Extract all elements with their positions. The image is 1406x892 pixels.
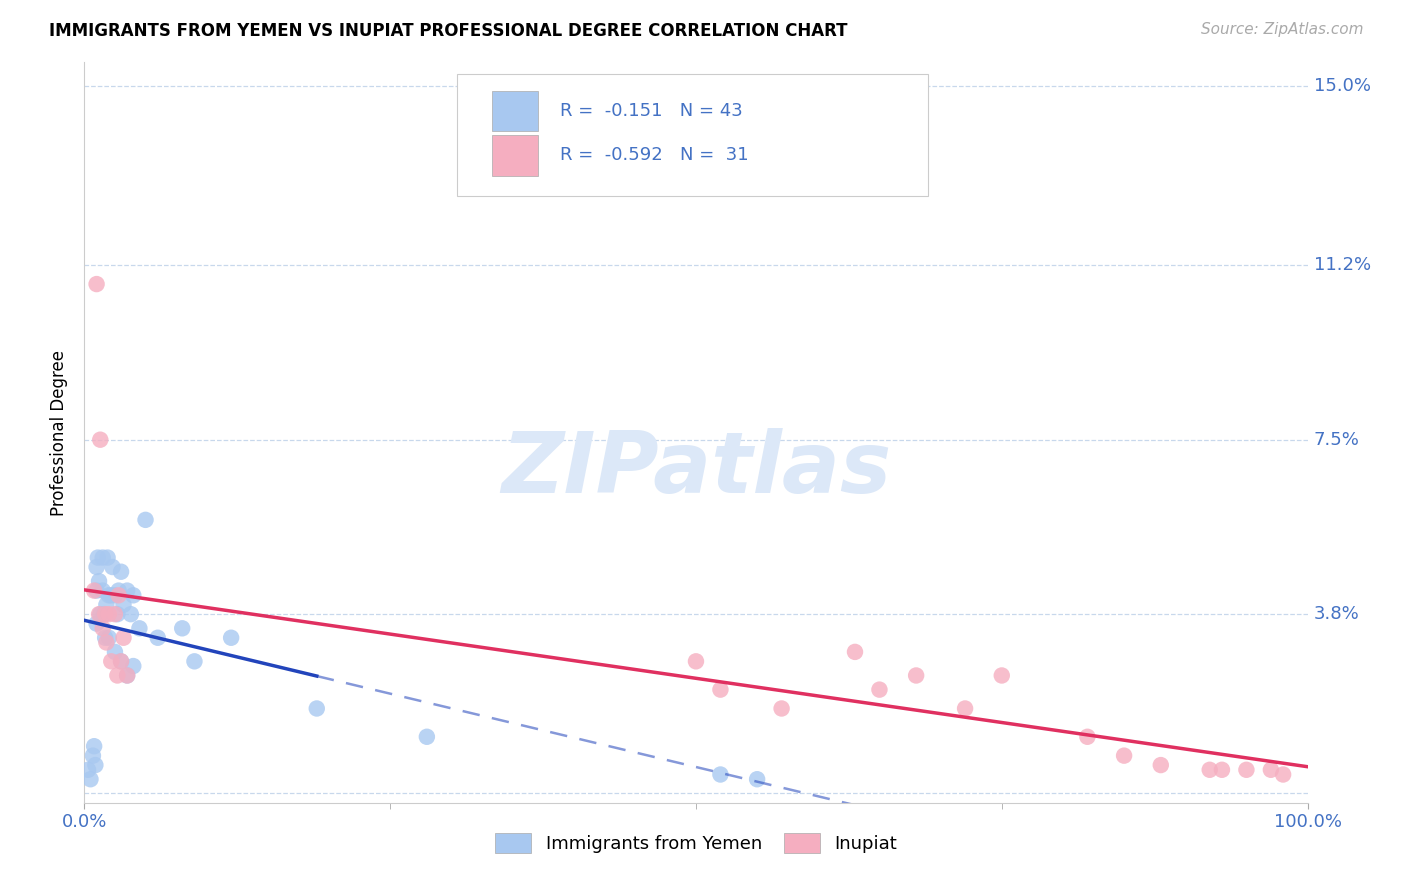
Point — [104, 588, 127, 602]
Point — [1236, 763, 1258, 777]
Point — [94, 607, 117, 622]
Point — [115, 668, 138, 682]
Text: 3.8%: 3.8% — [1313, 605, 1360, 624]
Point — [91, 550, 114, 565]
Point — [86, 560, 108, 574]
Point — [709, 682, 731, 697]
Point — [110, 654, 132, 668]
Point — [219, 631, 242, 645]
Point — [87, 550, 110, 565]
Point — [104, 607, 127, 622]
Point — [122, 588, 145, 602]
Point — [953, 701, 976, 715]
Point — [96, 635, 118, 649]
Text: R =  -0.592   N =  31: R = -0.592 N = 31 — [560, 146, 749, 164]
Point — [104, 645, 127, 659]
Point — [1076, 730, 1098, 744]
Point — [96, 598, 118, 612]
FancyBboxPatch shape — [492, 91, 538, 131]
Legend: Immigrants from Yemen, Inupiat: Immigrants from Yemen, Inupiat — [488, 826, 904, 861]
Point — [1198, 763, 1220, 777]
Point — [305, 701, 328, 715]
Point — [107, 588, 129, 602]
Point — [115, 583, 138, 598]
FancyBboxPatch shape — [492, 135, 538, 176]
Text: Source: ZipAtlas.com: Source: ZipAtlas.com — [1201, 22, 1364, 37]
Point — [120, 607, 142, 622]
Point — [770, 701, 793, 715]
Point — [128, 621, 150, 635]
Text: IMMIGRANTS FROM YEMEN VS INUPIAT PROFESSIONAL DEGREE CORRELATION CHART: IMMIGRANTS FROM YEMEN VS INUPIAT PROFESS… — [49, 22, 848, 40]
Point — [122, 659, 145, 673]
Point — [100, 654, 122, 668]
Point — [101, 560, 124, 574]
Point — [709, 767, 731, 781]
Point — [86, 277, 108, 291]
Point — [110, 654, 132, 668]
Point — [112, 631, 135, 645]
Point — [172, 621, 194, 635]
Point — [93, 607, 115, 622]
Point — [1114, 748, 1136, 763]
Point — [97, 550, 120, 565]
Y-axis label: Professional Degree: Professional Degree — [51, 350, 69, 516]
Point — [905, 668, 928, 682]
Point — [1272, 767, 1295, 781]
Point — [83, 739, 105, 754]
Point — [869, 682, 891, 697]
Point — [1211, 763, 1233, 777]
Text: ZIPatlas: ZIPatlas — [501, 428, 891, 511]
Point — [79, 772, 101, 787]
Point — [100, 588, 122, 602]
Point — [183, 654, 205, 668]
Point — [97, 607, 120, 622]
Point — [91, 583, 114, 598]
Point — [84, 758, 107, 772]
Point — [135, 513, 157, 527]
Text: 7.5%: 7.5% — [1313, 431, 1360, 449]
FancyBboxPatch shape — [457, 73, 928, 195]
Point — [115, 668, 138, 682]
Point — [97, 631, 120, 645]
Point — [416, 730, 439, 744]
Text: 15.0%: 15.0% — [1313, 77, 1371, 95]
Point — [77, 763, 100, 777]
Point — [110, 565, 132, 579]
Point — [94, 631, 117, 645]
Point — [112, 598, 135, 612]
Point — [97, 588, 120, 602]
Text: 11.2%: 11.2% — [1313, 256, 1371, 274]
Point — [83, 583, 105, 598]
Point — [91, 621, 114, 635]
Point — [685, 654, 707, 668]
Point — [844, 645, 866, 659]
Text: R =  -0.151   N = 43: R = -0.151 N = 43 — [560, 102, 742, 120]
Point — [86, 583, 108, 598]
Point — [146, 631, 169, 645]
Point — [747, 772, 769, 787]
Point — [86, 616, 108, 631]
Point — [89, 433, 111, 447]
Point — [89, 607, 111, 622]
Point — [105, 607, 128, 622]
Point — [991, 668, 1014, 682]
Point — [87, 607, 110, 622]
Point — [107, 583, 129, 598]
Point — [82, 748, 104, 763]
Point — [105, 668, 128, 682]
Point — [1150, 758, 1173, 772]
Point — [1260, 763, 1282, 777]
Point — [87, 574, 110, 589]
